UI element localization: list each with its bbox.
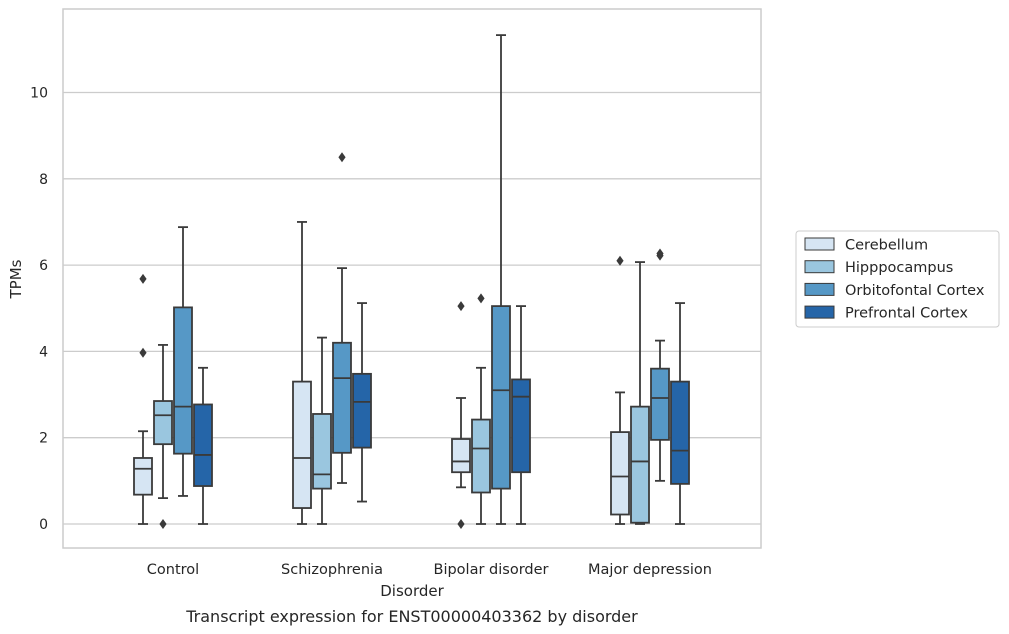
x-tick-label: Major depression <box>588 562 712 578</box>
box-prefrontal-cortex <box>670 302 690 525</box>
axis-ticks: 0 2 4 6 8 10 Control Schizophrenia Bipolar disor… <box>30 86 712 579</box>
box-body <box>610 431 630 516</box>
legend-swatch <box>804 260 835 274</box>
box-body <box>292 380 312 509</box>
box-body <box>133 457 153 496</box>
box-body <box>650 367 670 441</box>
box-cerebellum <box>133 273 153 525</box>
outlier-point <box>457 301 465 312</box>
x-tick-label: Schizophrenia <box>281 562 383 578</box>
y-tick-label: 2 <box>39 431 48 447</box>
box-body <box>312 413 332 490</box>
box-orbitofontal-cortex <box>173 226 193 497</box>
box-body <box>332 341 352 454</box>
box-hipppocampus <box>471 293 491 525</box>
outlier-point <box>139 347 147 358</box>
legend-frame <box>795 230 1000 328</box>
x-tick-label: Bipolar disorder <box>434 562 549 578</box>
box-body <box>630 405 650 524</box>
box-prefrontal-cortex <box>352 302 372 503</box>
box-body <box>193 403 213 487</box>
box-cerebellum <box>610 255 630 525</box>
y-tick-label: 4 <box>39 344 48 360</box>
y-tick-label: 10 <box>30 86 48 102</box>
plot-frame <box>62 8 762 549</box>
box-body <box>451 438 471 474</box>
legend-label: Prefrontal Cortex <box>845 306 968 322</box>
legend-swatch <box>804 282 835 296</box>
box-orbitofontal-cortex <box>491 34 511 525</box>
legend: Cerebellum Hipppocampus Orbitofontal Corte… <box>795 230 1000 328</box>
box-prefrontal-cortex <box>193 366 213 525</box>
y-tick-label: 6 <box>39 258 48 274</box>
outlier-point <box>457 519 465 529</box>
plot-boxes <box>133 34 690 529</box>
x-axis-label: Disorder <box>380 582 444 600</box>
box-body <box>471 418 491 494</box>
y-tick-label: 0 <box>39 517 48 533</box>
figure-caption: Transcript expression for ENST0000040336… <box>185 607 638 626</box>
box-hipppocampus <box>630 261 650 525</box>
box-orbitofontal-cortex <box>650 248 670 482</box>
box-cerebellum <box>451 301 471 529</box>
outlier-point <box>338 152 346 163</box>
y-axis-label: TPMs <box>7 259 25 299</box>
box-hipppocampus <box>312 336 332 525</box>
legend-label: Hipppocampus <box>845 260 953 276</box>
box-body <box>173 306 193 455</box>
box-orbitofontal-cortex <box>332 152 352 484</box>
x-tick-label: Control <box>147 562 199 578</box>
box-body <box>511 378 531 474</box>
box-cerebellum <box>292 221 312 525</box>
legend-swatch <box>804 237 835 251</box>
box-body <box>153 400 173 446</box>
box-hipppocampus <box>153 344 173 529</box>
outlier-point <box>656 248 664 259</box>
outlier-point <box>616 255 624 266</box>
box-prefrontal-cortex <box>511 305 531 525</box>
outlier-point <box>477 293 485 304</box>
outlier-point <box>139 273 147 284</box>
outlier-point <box>159 519 167 529</box>
box-body <box>670 380 690 485</box>
y-tick-label: 8 <box>39 172 48 188</box>
legend-swatch <box>804 305 835 319</box>
box-body <box>352 372 372 449</box>
legend-label: Orbitofontal Cortex <box>845 283 985 299</box>
legend-label: Cerebellum <box>845 238 928 254</box>
box-body <box>491 305 511 490</box>
